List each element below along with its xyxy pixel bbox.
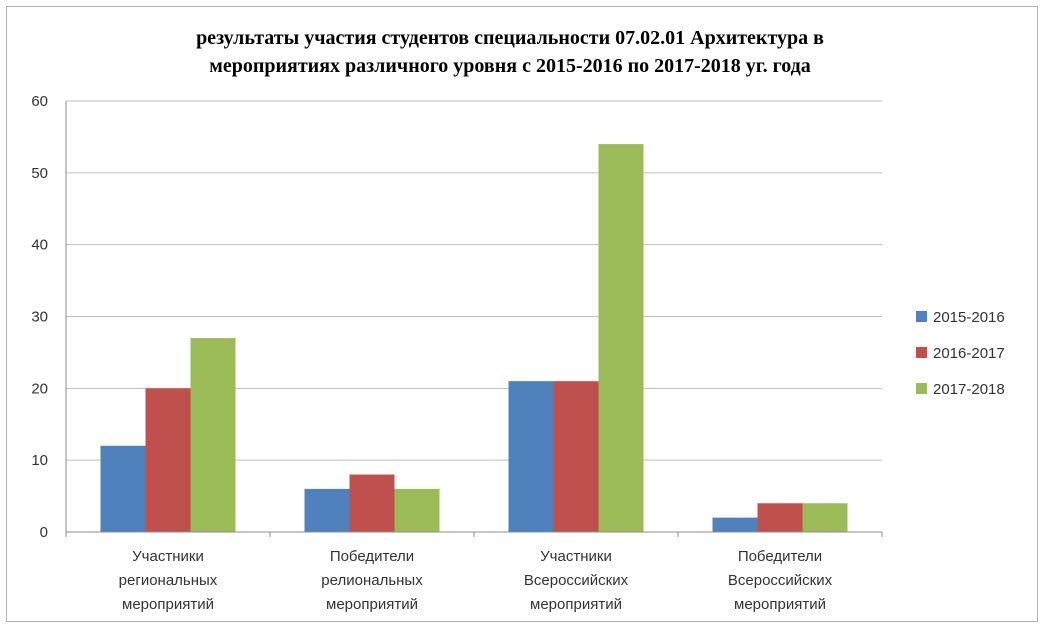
category-label: релиональных (321, 572, 423, 589)
category-label: мероприятий (326, 596, 418, 613)
y-tick-label: 40 (31, 237, 48, 254)
y-tick-label: 10 (31, 452, 48, 469)
legend-label-2015-2016: 2015-2016 (933, 309, 1005, 326)
legend-swatch-2017-2018 (916, 383, 927, 394)
chart-title: результаты участия студентов специальнос… (70, 24, 950, 80)
y-tick-label: 60 (31, 93, 48, 110)
category-label: Участники (540, 548, 612, 565)
bar-2015-2016-cat-3 (508, 381, 554, 532)
legend-swatch-2016-2017 (916, 347, 927, 358)
category-label: Победители (738, 548, 822, 565)
y-tick-label: 30 (31, 309, 48, 326)
category-label: Участники (132, 548, 204, 565)
bar-2015-2016-cat-4 (712, 517, 758, 532)
bar-2017-2018-cat-3 (598, 144, 644, 532)
chart-title-line-2: мероприятиях различного уровня с 2015-20… (209, 55, 811, 77)
category-label: Победители (330, 548, 414, 565)
bar-2015-2016-cat-1 (100, 445, 146, 532)
bar-2017-2018-cat-4 (802, 503, 848, 532)
axes: 0 10 20 30 40 50 60 Участники региональных меропр… (31, 93, 883, 613)
y-tick-label: 0 (40, 524, 48, 541)
bar-2017-2018-cat-2 (394, 488, 440, 532)
y-tick-label: 20 (31, 380, 48, 397)
bar-2016-2017-cat-3 (553, 381, 599, 532)
bar-2016-2017-cat-2 (349, 474, 395, 532)
y-tick-label: 50 (31, 165, 48, 182)
chart-title-line-1: результаты участия студентов специальнос… (196, 27, 824, 49)
category-label: мероприятий (530, 596, 622, 613)
legend-label-2016-2017: 2016-2017 (933, 345, 1005, 362)
bar-2016-2017-cat-1 (145, 388, 191, 532)
category-label: региональных (119, 572, 218, 589)
legend: 2015-2016 2016-2017 2017-2018 (916, 309, 1005, 398)
category-label: мероприятий (734, 596, 826, 613)
bars (100, 144, 848, 532)
bar-2015-2016-cat-2 (304, 488, 350, 532)
category-label: мероприятий (122, 596, 214, 613)
legend-swatch-2015-2016 (916, 311, 927, 322)
bar-2017-2018-cat-1 (190, 338, 236, 532)
bar-2016-2017-cat-4 (757, 503, 803, 532)
category-label: Всероссийских (524, 572, 629, 589)
category-label: Всероссийских (728, 572, 833, 589)
legend-label-2017-2018: 2017-2018 (933, 381, 1005, 398)
